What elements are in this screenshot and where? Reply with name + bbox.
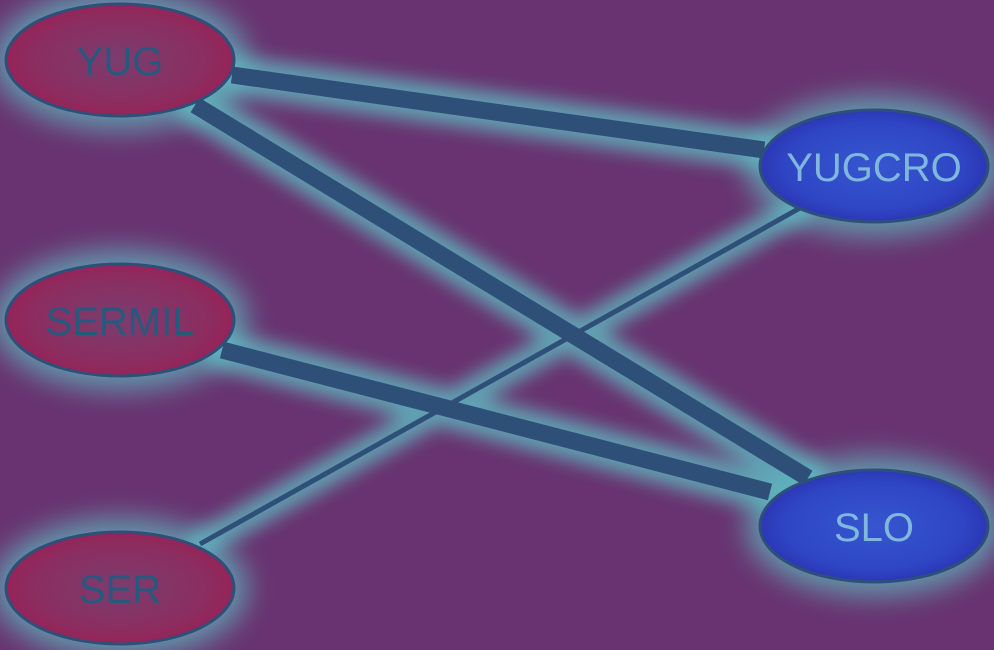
node-yugcro[interactable]: YUGCRO [758, 108, 990, 224]
node-shape-slo [758, 468, 990, 584]
node-sermil[interactable]: SERMIL [4, 262, 236, 378]
edge-ser-yugcro [198, 205, 802, 547]
node-shape-sermil [4, 262, 236, 378]
node-label-ser: SER [79, 568, 161, 612]
node-label-sermil: SERMIL [46, 300, 195, 344]
node-label-yugcro: YUGCRO [786, 146, 962, 190]
node-label-slo: SLO [834, 506, 914, 550]
node-yug[interactable]: YUG [4, 2, 236, 118]
edge-layer [190, 66, 813, 547]
edge-sermil-slo [219, 341, 773, 501]
node-shape-yugcro [758, 108, 990, 224]
node-ser[interactable]: SER [4, 530, 236, 646]
node-shape-yug [4, 2, 236, 118]
edge-yug-yugcro [230, 66, 766, 159]
edge-yug-slo [190, 97, 813, 486]
node-label-yug: YUG [77, 40, 164, 84]
node-slo[interactable]: SLO [758, 468, 990, 584]
node-layer: YUG SERMIL SER YUGCRO SLO [4, 2, 990, 646]
node-shape-ser [4, 530, 236, 646]
